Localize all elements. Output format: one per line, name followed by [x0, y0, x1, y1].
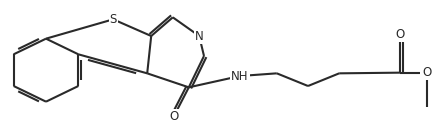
- Text: N: N: [195, 29, 204, 43]
- Text: S: S: [110, 13, 117, 26]
- Text: NH: NH: [231, 70, 249, 82]
- Text: O: O: [422, 66, 432, 79]
- Text: O: O: [396, 29, 405, 41]
- Text: O: O: [169, 110, 179, 122]
